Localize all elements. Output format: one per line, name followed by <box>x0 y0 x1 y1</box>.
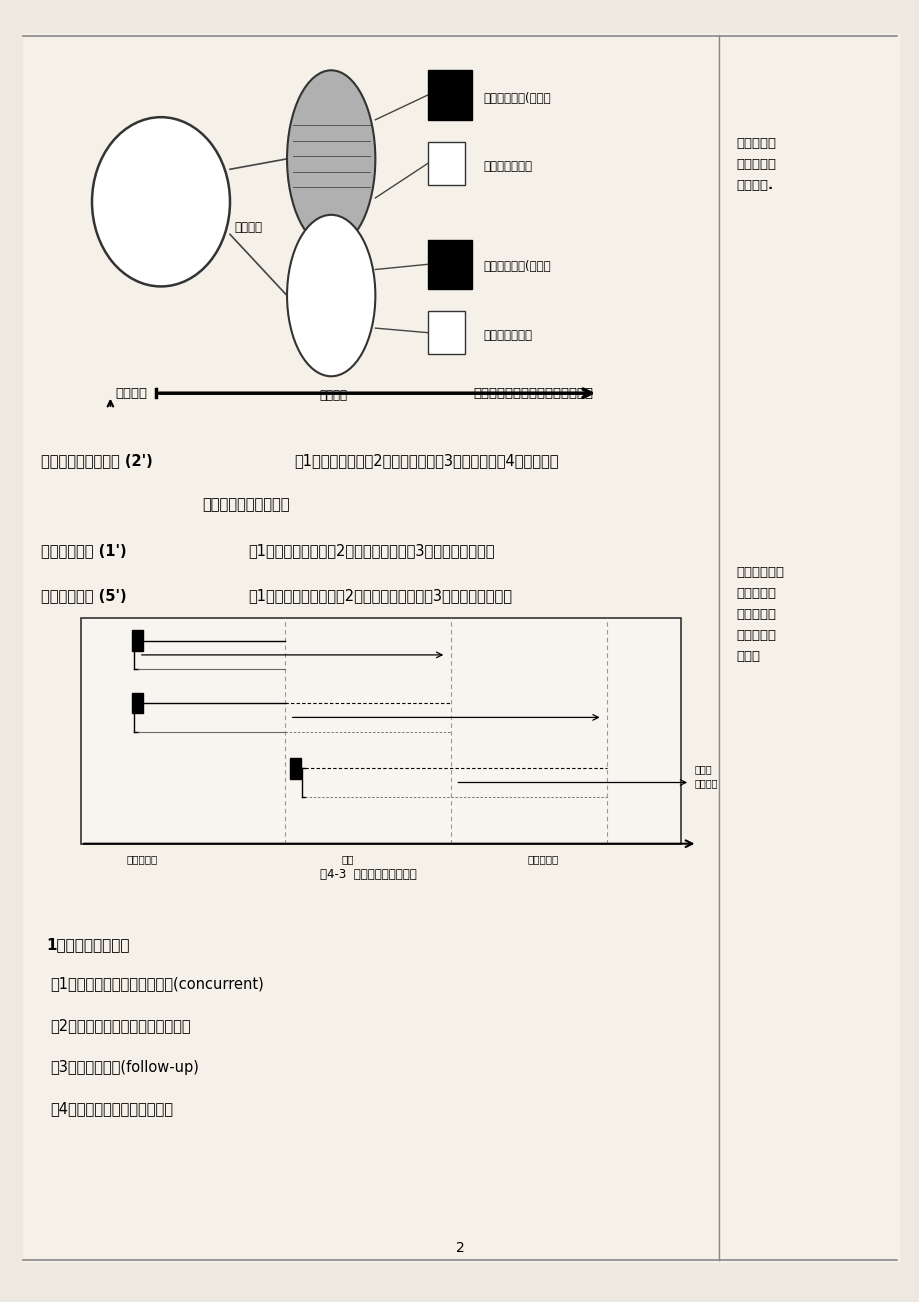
Bar <box>427 70 471 120</box>
Ellipse shape <box>287 215 375 376</box>
Ellipse shape <box>287 70 375 247</box>
Text: 历史性
队列研究: 历史性 队列研究 <box>458 635 482 659</box>
Text: 回顾性地收集已有的历史资料: 回顾性地收集已有的历史资料 <box>175 693 244 702</box>
Text: ：1、属于观察法；2、设立对照组；3、由因及果；4、能确证暴: ：1、属于观察法；2、设立对照组；3、由因及果；4、能确证暴 <box>294 453 559 469</box>
Text: 三、队列研究的特点 (2'): 三、队列研究的特点 (2') <box>41 453 153 469</box>
Text: 过去某时点: 过去某时点 <box>127 854 158 865</box>
Bar <box>131 630 142 651</box>
Text: 前瞻性收集资料: 前瞻性收集资料 <box>446 758 482 767</box>
Text: 出现某种结局(疾病）: 出现某种结局(疾病） <box>482 92 550 105</box>
Bar <box>720 33 899 1263</box>
Text: 不出现某种结局: 不出现某种结局 <box>482 329 531 342</box>
Text: ：1、检验病因假设；2、评价预防效果；3、研究疾病自然史: ：1、检验病因假设；2、评价预防效果；3、研究疾病自然史 <box>248 543 494 559</box>
Text: 比较与病例
对照研究原
理的不同.: 比较与病例 对照研究原 理的不同. <box>735 137 775 191</box>
Text: 现在: 现在 <box>341 854 354 865</box>
Text: 回顾性地收集已有的历史资料: 回顾性地收集已有的历史资料 <box>175 630 244 639</box>
Text: 继续前瞻
性收集资料: 继续前瞻 性收集资料 <box>354 673 381 694</box>
Ellipse shape <box>92 117 230 286</box>
Text: 暴露组: 暴露组 <box>323 263 343 276</box>
Text: 图4-3  队列研究类型示意图: 图4-3 队列研究类型示意图 <box>319 868 416 881</box>
Bar <box>427 311 464 354</box>
Text: 暴露组: 暴露组 <box>85 698 103 708</box>
Text: 1、前瞻性队列研究: 1、前瞻性队列研究 <box>46 937 130 953</box>
Text: 暴露状况: 暴露状况 <box>234 221 262 233</box>
Bar <box>131 693 142 713</box>
Text: （3）、需要随访(follow-up): （3）、需要随访(follow-up) <box>51 1060 199 1075</box>
Text: 五、研究类型 (5'): 五、研究类型 (5') <box>41 589 127 604</box>
Text: （4）、结局在将来某时刻出现: （4）、结局在将来某时刻出现 <box>51 1101 174 1117</box>
Text: 非暴露组: 非暴露组 <box>319 389 346 402</box>
Bar <box>23 33 717 1263</box>
Text: ：1、前瞻性队列研究；2、历史性队列研究；3、双向性队列研究: ：1、前瞻性队列研究；2、历史性队列研究；3、双向性队列研究 <box>248 589 512 604</box>
Bar <box>289 758 301 779</box>
Text: 暴露组: 暴露组 <box>85 763 103 773</box>
Text: 四、研究目的 (1'): 四、研究目的 (1') <box>41 543 127 559</box>
Text: （1）、研究队列的确定是现在(concurrent): （1）、研究队列的确定是现在(concurrent) <box>51 976 264 992</box>
Text: 研究开始: 研究开始 <box>115 387 147 400</box>
Text: 非暴露组: 非暴露组 <box>85 664 109 674</box>
Text: 双向性
队列研究: 双向性 队列研究 <box>611 699 635 723</box>
Text: 不出现某种结局: 不出现某种结局 <box>482 160 531 173</box>
Bar <box>427 142 464 185</box>
Text: 暴露组: 暴露组 <box>85 635 103 646</box>
Bar <box>427 240 471 289</box>
Text: 出现某种结局(疾病）: 出现某种结局(疾病） <box>482 260 550 273</box>
Text: 2: 2 <box>455 1241 464 1255</box>
Text: （2）、根据研究对象现在暴露分组: （2）、根据研究对象现在暴露分组 <box>51 1018 191 1034</box>
Text: 特定人群
范围内的
研究对象: 特定人群 范围内的 研究对象 <box>148 171 174 212</box>
Text: 将来某时点: 将来某时点 <box>527 854 558 865</box>
Text: 前瞻性
队列研究: 前瞻性 队列研究 <box>694 764 718 788</box>
Text: 非暴露组: 非暴露组 <box>85 727 109 737</box>
Text: 非暴露组: 非暴露组 <box>85 792 109 802</box>
Text: 重点讲解，历
史性队列研
究与病例对
照研究有何
不同？: 重点讲解，历 史性队列研 究与病例对 照研究有何 不同？ <box>735 566 783 664</box>
Text: 前瞻性地收集结局事件发生的资料: 前瞻性地收集结局事件发生的资料 <box>473 387 593 400</box>
Bar <box>81 618 680 844</box>
Text: 露与结局的因果联系。: 露与结局的因果联系。 <box>202 497 289 513</box>
